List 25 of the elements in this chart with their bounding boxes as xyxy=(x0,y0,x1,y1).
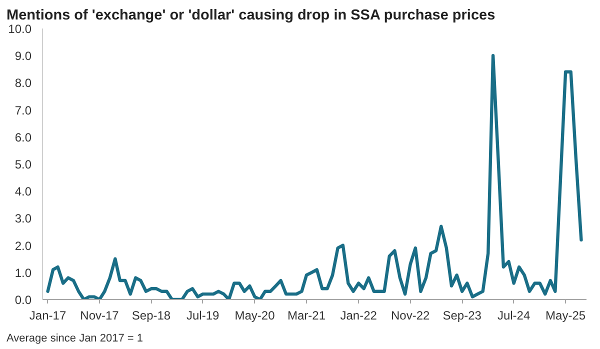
y-tick-label: 9.0 xyxy=(14,49,32,64)
x-tick-label: Jul-19 xyxy=(186,308,220,322)
x-tick-label: Jan-22 xyxy=(340,308,378,322)
x-tick-label: Mar-21 xyxy=(287,308,326,322)
y-tick-label: 6.0 xyxy=(14,130,32,144)
x-tick-label: Nov-17 xyxy=(80,308,120,322)
y-tick-label: 0.0 xyxy=(14,293,32,307)
x-tick-label: Nov-22 xyxy=(390,308,430,322)
y-tick-label: 10.0 xyxy=(8,22,32,36)
text: Average since Jan 2017 = 1 xyxy=(6,332,143,344)
y-tick-label: 7.0 xyxy=(14,103,32,118)
y-tick-label: 2.0 xyxy=(14,238,32,253)
y-tick-label: 3.0 xyxy=(14,212,32,226)
x-tick-label: Jan-17 xyxy=(29,308,66,322)
x-tick-label: May-20 xyxy=(234,308,276,322)
y-tick-label: 5.0 xyxy=(14,158,32,172)
y-tick-label: 8.0 xyxy=(14,76,32,90)
line-series xyxy=(46,54,583,300)
x-tick-label: Sep-18 xyxy=(132,308,171,322)
x-tick-label: Jul-24 xyxy=(497,308,530,322)
y-tick-label: 4.0 xyxy=(14,184,32,199)
x-tick-label: Sep-23 xyxy=(442,308,482,322)
chart-title: Mentions of 'exchange' or 'dollar' causing drop in SSA purchase prices xyxy=(6,8,496,24)
x-tick-label: May-25 xyxy=(546,308,586,322)
y-tick-label: 1.0 xyxy=(14,266,32,280)
